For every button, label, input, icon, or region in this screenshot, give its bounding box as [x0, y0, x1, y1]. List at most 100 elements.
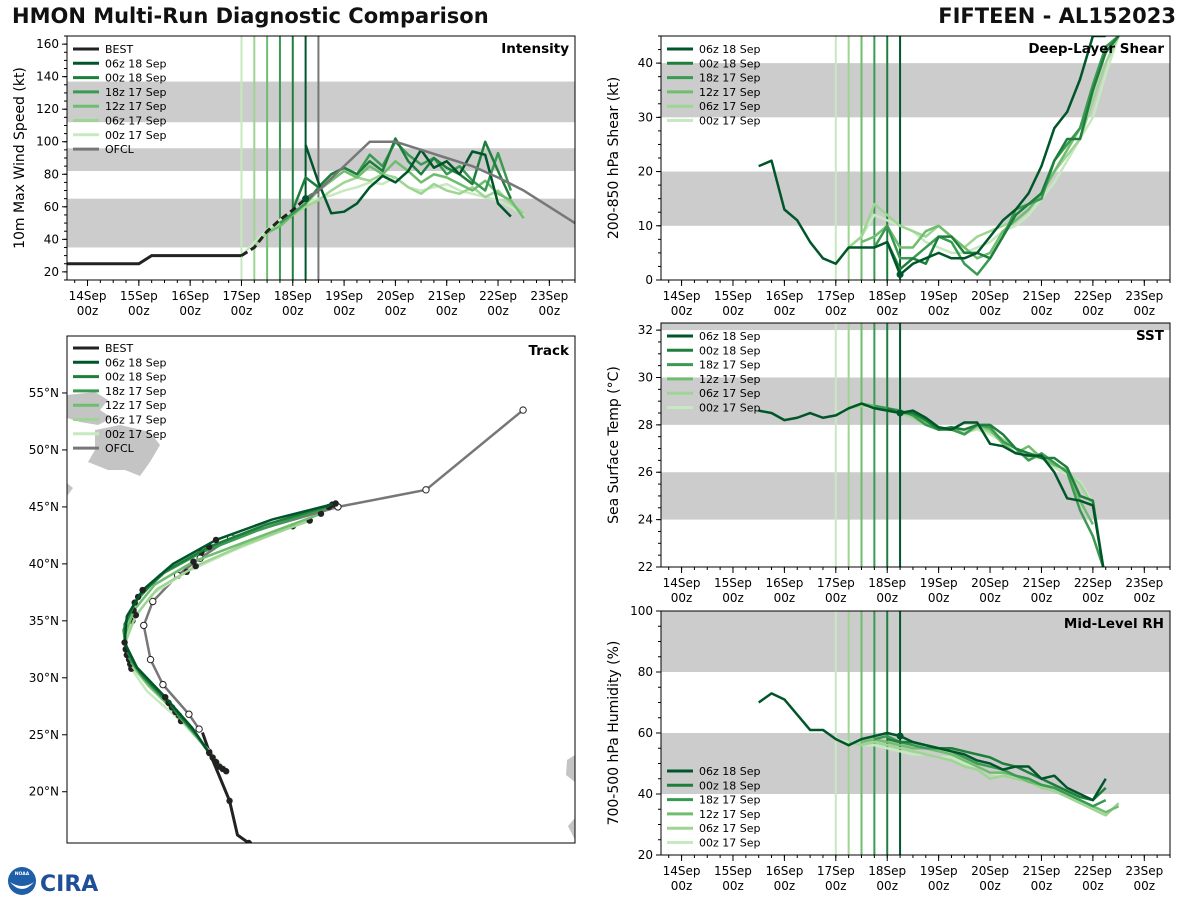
sst-xtick-label: 00z	[722, 591, 744, 605]
intensity-legend-label: 12z 17 Sep	[105, 100, 167, 113]
track-point	[245, 839, 252, 843]
rh-xtick-label: 00z	[1082, 879, 1104, 893]
track-point	[183, 568, 190, 576]
sst-xtick-label: 00z	[979, 591, 1001, 605]
sst-legend-label: 00z 18 Sep	[699, 344, 761, 357]
intensity-xtick-label: 14Sep	[69, 289, 107, 303]
intensity-ytick-label: 60	[44, 200, 59, 214]
sst-xtick-label: 16Sep	[765, 576, 803, 590]
track-legend-label: 00z 17 Sep	[105, 428, 167, 441]
intensity-series-line	[253, 173, 525, 247]
rh-xtick-label: 22Sep	[1074, 864, 1112, 878]
cira-wordmark: CIRA	[40, 872, 98, 896]
sst-ylabel: Sea Surface Temp (°C)	[606, 366, 622, 524]
shear-panel-label: Deep-Layer Shear	[1028, 41, 1164, 57]
track-point	[206, 748, 213, 756]
sst-series-line	[758, 402, 1105, 567]
shear-xtick-label: 00z	[825, 304, 847, 318]
rh-xtick-label: 00z	[1134, 879, 1156, 893]
sst-legend-label: 00z 17 Sep	[699, 402, 761, 415]
track-point	[198, 549, 205, 556]
track-point	[165, 699, 172, 707]
intensity-ytick-label: 80	[44, 167, 59, 181]
intensity-series-line	[67, 254, 242, 266]
intensity-legend-label: 00z 17 Sep	[105, 129, 167, 142]
rh-xtick-label: 00z	[979, 879, 1001, 893]
rh-band	[661, 733, 1170, 794]
intensity-series-line	[240, 189, 320, 257]
sst-xtick-label: 00z	[1134, 591, 1156, 605]
track-point	[173, 571, 182, 579]
rh-chart: 2040608010014Sep00z15Sep00z16Sep00z17Sep…	[606, 604, 1171, 893]
track-point	[140, 621, 148, 630]
track-lat-label: 50°N	[29, 443, 59, 457]
sst-series-line	[835, 404, 1094, 504]
rh-series-line	[886, 737, 1107, 802]
shear-ytick-label: 30	[638, 110, 653, 124]
intensity-series-line	[304, 144, 512, 218]
shear-xtick-label: 23Sep	[1125, 289, 1163, 303]
sst-xtick-label: 00z	[671, 591, 693, 605]
intensity-legend-label: 06z 18 Sep	[105, 57, 167, 70]
land-newfoundland-shape	[88, 425, 160, 476]
sst-legend-label: 12z 17 Sep	[699, 373, 761, 386]
track-point	[149, 597, 157, 606]
sst-ytick-label: 24	[638, 513, 653, 527]
track-point	[185, 710, 193, 718]
shear-series-line	[834, 36, 1120, 265]
track-legend-label: BEST	[105, 342, 133, 355]
track-point	[422, 486, 430, 494]
track-line	[201, 731, 250, 843]
intensity-band	[67, 81, 575, 123]
track-point	[132, 611, 140, 619]
intensity-current-marker	[302, 195, 310, 203]
shear-ytick-label: 10	[638, 219, 653, 233]
intensity-xtick-label: 00z	[539, 304, 561, 318]
rh-xtick-label: 00z	[722, 879, 744, 893]
intensity-xtick-label: 00z	[128, 304, 150, 318]
shear-chart: 01020304014Sep00z15Sep00z16Sep00z17Sep00…	[606, 35, 1171, 318]
shear-xtick-label: 19Sep	[920, 289, 958, 303]
sst-ytick-label: 22	[638, 560, 653, 574]
intensity-xtick-label: 17Sep	[223, 289, 261, 303]
shear-xtick-label: 18Sep	[868, 289, 906, 303]
sst-series-line	[861, 402, 1094, 525]
track-point	[216, 763, 223, 770]
track-point	[146, 655, 155, 664]
intensity-legend-label: 18z 17 Sep	[105, 86, 167, 99]
shear-xtick-label: 20Sep	[971, 289, 1009, 303]
shear-band	[661, 171, 1170, 226]
sst-chart: 22242628303214Sep00z15Sep00z16Sep00z17Se…	[606, 322, 1171, 605]
track-point	[289, 523, 296, 530]
shear-xtick-label: 00z	[722, 304, 744, 318]
sst-xtick-label: 00z	[1031, 591, 1053, 605]
shear-legend-label: 06z 17 Sep	[699, 100, 761, 113]
shear-xtick-label: 22Sep	[1074, 289, 1112, 303]
intensity-xtick-label: 21Sep	[428, 289, 466, 303]
sst-xtick-label: 19Sep	[920, 576, 958, 590]
logo-graphic: NOAA CIRA	[8, 867, 98, 897]
rh-xtick-label: 00z	[825, 879, 847, 893]
shear-legend-label: 18z 17 Sep	[699, 72, 761, 85]
sst-series-line	[874, 404, 1105, 567]
shear-series-line	[758, 36, 1106, 276]
shear-ytick-label: 20	[638, 165, 653, 179]
track-point	[206, 749, 213, 757]
track-point	[123, 651, 131, 659]
sst-series-line	[886, 407, 1105, 567]
track-point	[130, 607, 137, 614]
track-point	[334, 503, 342, 511]
intensity-ytick-label: 120	[36, 102, 59, 116]
rh-legend-label: 06z 17 Sep	[699, 822, 761, 835]
track-lat-label: 30°N	[29, 671, 59, 685]
sst-xtick-label: 00z	[774, 591, 796, 605]
rh-xtick-label: 15Sep	[714, 864, 752, 878]
shear-plot-area	[661, 36, 1170, 280]
rh-xtick-label: 18Sep	[868, 864, 906, 878]
track-frame	[66, 335, 576, 844]
track-point	[195, 725, 203, 733]
land-islands-shape	[568, 818, 575, 840]
shear-xtick-label: 00z	[979, 304, 1001, 318]
track-point	[122, 646, 129, 653]
